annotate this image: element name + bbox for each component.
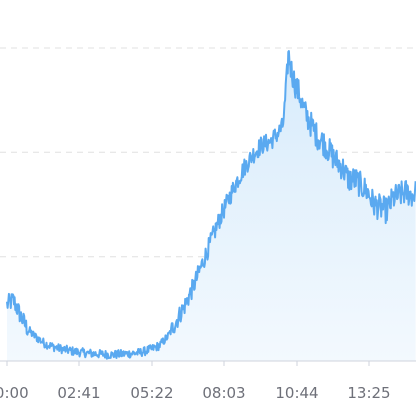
x-tick-label: 05:22 — [130, 384, 173, 402]
x-axis-ticks: 00:00 02:41 05:22 08:03 10:44 13:25 — [0, 361, 391, 402]
x-tick-label: 10:44 — [275, 384, 318, 402]
series-area — [7, 51, 416, 361]
x-tick-label: 08:03 — [202, 384, 245, 402]
x-tick-label: 00:00 — [0, 384, 29, 402]
x-tick-label: 13:25 — [347, 384, 390, 402]
series-line — [6, 50, 416, 360]
x-tick-label: 02:41 — [57, 384, 100, 402]
